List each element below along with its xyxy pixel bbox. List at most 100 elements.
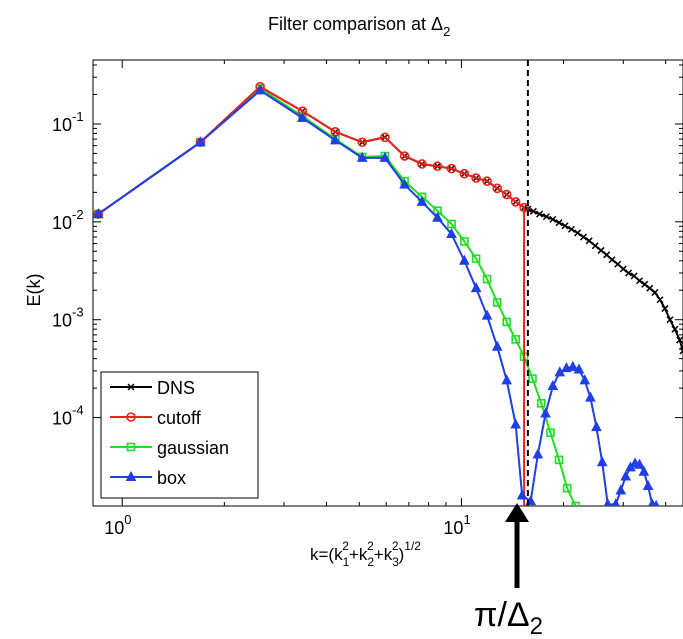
series-line-gaussian	[97, 87, 577, 506]
point-DNS	[651, 288, 659, 296]
point-box	[603, 498, 612, 506]
series-cutoff	[93, 81, 529, 506]
point-DNS	[542, 213, 550, 221]
point-box	[356, 151, 368, 162]
legend-label-gaussian: gaussian	[157, 438, 229, 458]
point-DNS	[603, 251, 611, 259]
x-tick-label-1: 101	[443, 512, 470, 538]
point-gaussian	[460, 237, 469, 246]
point-DNS	[591, 242, 599, 250]
point-box	[567, 360, 579, 371]
legend-label-box: box	[157, 468, 186, 488]
series-line-cutoff	[97, 85, 526, 506]
point-DNS	[574, 229, 582, 237]
point-DNS	[567, 225, 575, 233]
legend-marker-cutoff	[126, 412, 136, 422]
x-tick-label-0: 100	[104, 512, 131, 538]
point-DNS	[630, 272, 638, 280]
series-layer	[93, 81, 683, 506]
y-tick-label-2: 10-3	[52, 305, 84, 331]
point-box	[470, 282, 482, 293]
point-box	[642, 479, 654, 491]
point-DNS	[666, 316, 674, 324]
chart-title-subscript: 2	[443, 24, 450, 39]
point-DNS	[676, 336, 683, 344]
axis-ticks: 100 101 10-1 10-2 10-3 10-4	[52, 60, 683, 538]
point-cutoff	[357, 137, 368, 148]
point-DNS	[679, 347, 683, 355]
legend-label-DNS: DNS	[157, 378, 195, 398]
point-DNS	[635, 277, 644, 285]
point-box	[547, 379, 559, 391]
point-box	[573, 363, 585, 374]
point-DNS	[585, 237, 593, 245]
point-box	[596, 456, 608, 467]
point-gaussian	[511, 335, 520, 344]
point-box	[652, 499, 660, 506]
point-box	[446, 227, 457, 239]
point-gaussian	[502, 317, 512, 327]
legend-item-box: box	[110, 468, 186, 488]
point-DNS	[625, 269, 633, 277]
point-cutoff	[501, 189, 512, 200]
point-DNS	[579, 233, 588, 241]
point-gaussian	[554, 455, 564, 465]
point-DNS	[614, 260, 622, 268]
point-gaussian	[528, 374, 537, 383]
point-DNS	[561, 222, 569, 230]
annotation-label: π/Δ2	[474, 596, 543, 639]
point-box	[416, 195, 428, 206]
point-cutoff	[417, 159, 427, 169]
point-cutoff	[482, 176, 492, 187]
point-box	[432, 211, 443, 222]
point-gaussian	[492, 298, 502, 307]
point-cutoff	[399, 151, 410, 161]
legend-item-gaussian: gaussian	[110, 438, 229, 458]
legend-item-DNS: DNS	[110, 378, 195, 398]
y-tick-label-3: 10-4	[52, 403, 84, 429]
point-box	[585, 391, 596, 402]
point-DNS	[671, 325, 679, 333]
x-axis-label: k=(k12+k22+k32)1/2	[310, 539, 421, 569]
point-cutoff	[459, 168, 470, 179]
point-DNS	[529, 207, 537, 215]
annotation-arrow	[505, 503, 529, 588]
y-tick-label-1: 10-2	[52, 207, 84, 233]
point-box	[540, 407, 551, 418]
legend-marker-DNS	[127, 383, 135, 391]
point-DNS	[549, 215, 557, 223]
point-box	[330, 134, 341, 145]
legend-marker-box	[125, 470, 137, 481]
point-box	[195, 136, 206, 147]
point-box	[501, 374, 513, 385]
point-box	[297, 111, 308, 122]
point-cutoff	[519, 202, 529, 213]
point-box	[510, 418, 521, 429]
point-cutoff	[380, 132, 390, 143]
legend: DNS cutoff gaussian box	[100, 371, 259, 499]
point-cutoff	[446, 163, 457, 174]
point-DNS	[555, 219, 563, 227]
point-cutoff	[432, 161, 443, 172]
point-DNS	[656, 296, 664, 304]
point-box	[481, 309, 493, 320]
point-gaussian	[546, 428, 555, 438]
point-box	[615, 484, 627, 495]
point-box	[591, 421, 602, 432]
point-gaussian	[562, 483, 572, 493]
point-box	[254, 84, 266, 95]
point-DNS	[536, 210, 544, 218]
series-box	[93, 84, 660, 506]
point-box	[638, 465, 650, 476]
chart-title: Filter comparison at Δ2	[268, 14, 450, 39]
legend-label-cutoff: cutoff	[157, 408, 202, 428]
point-DNS	[608, 256, 616, 264]
point-DNS	[661, 305, 669, 313]
point-box	[459, 254, 470, 265]
point-cutoff	[510, 197, 521, 207]
point-gaussian	[482, 274, 492, 284]
point-box	[579, 374, 591, 385]
point-DNS	[641, 280, 649, 288]
point-gaussian	[537, 398, 546, 408]
